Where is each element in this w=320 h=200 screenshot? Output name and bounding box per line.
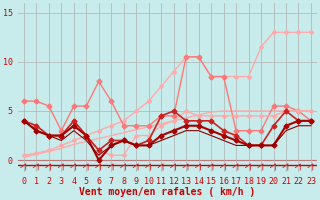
X-axis label: Vent moyen/en rafales ( km/h ): Vent moyen/en rafales ( km/h ) bbox=[79, 187, 256, 197]
